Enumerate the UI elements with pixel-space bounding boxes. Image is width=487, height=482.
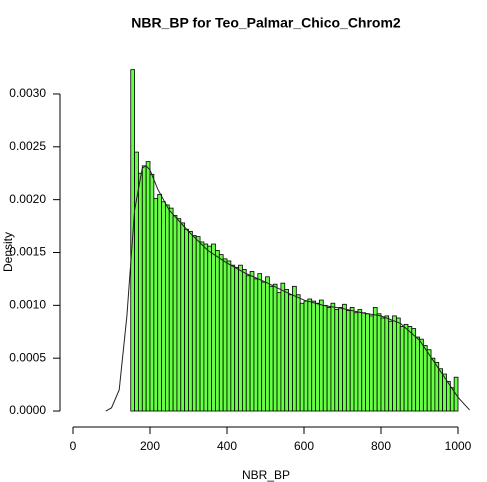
bar bbox=[172, 215, 178, 412]
bar bbox=[353, 312, 359, 412]
bar bbox=[430, 357, 436, 412]
bar bbox=[145, 161, 151, 412]
bar bbox=[153, 198, 159, 412]
bar bbox=[211, 243, 216, 412]
bar bbox=[372, 307, 378, 412]
bar bbox=[395, 317, 401, 412]
bar bbox=[203, 243, 209, 412]
bar bbox=[342, 303, 347, 412]
bar bbox=[188, 230, 193, 412]
bar bbox=[295, 294, 301, 412]
bar bbox=[338, 307, 343, 412]
bar bbox=[168, 207, 174, 412]
y-tick-label: 0.0020 bbox=[9, 192, 46, 206]
bar bbox=[307, 298, 313, 412]
bar bbox=[218, 254, 224, 412]
x-axis-label: NBR_BP bbox=[242, 468, 290, 482]
bar bbox=[284, 289, 289, 412]
bar bbox=[180, 222, 186, 412]
bar bbox=[422, 345, 428, 412]
bar bbox=[226, 260, 232, 412]
bar bbox=[392, 315, 397, 412]
bar bbox=[272, 283, 278, 412]
bar bbox=[149, 173, 155, 412]
bar bbox=[191, 235, 197, 412]
bar bbox=[315, 302, 320, 412]
bar bbox=[326, 307, 332, 412]
bar bbox=[195, 236, 201, 412]
bar bbox=[369, 315, 374, 412]
bar bbox=[388, 320, 393, 412]
chart-title: NBR_BP for Teo_Palmar_Chico_Chrom2 bbox=[131, 15, 401, 31]
bar bbox=[215, 249, 220, 412]
bar bbox=[199, 241, 205, 412]
bar bbox=[322, 304, 328, 412]
x-tick-label: 400 bbox=[217, 439, 237, 453]
density-curve bbox=[105, 165, 470, 412]
bar bbox=[265, 276, 270, 412]
bar bbox=[176, 218, 182, 412]
bar bbox=[157, 193, 162, 412]
bar bbox=[257, 273, 263, 412]
bar bbox=[411, 328, 417, 412]
bar bbox=[330, 302, 336, 412]
bar bbox=[434, 362, 440, 412]
bar bbox=[299, 302, 305, 412]
bar bbox=[311, 300, 316, 412]
bar bbox=[253, 278, 259, 412]
bar bbox=[438, 368, 443, 412]
bar bbox=[349, 307, 355, 412]
bar bbox=[222, 258, 228, 412]
bar bbox=[238, 264, 243, 412]
bar bbox=[241, 269, 247, 412]
y-axis-label: Density bbox=[1, 232, 15, 272]
y-tick-label: 0.0015 bbox=[9, 245, 46, 259]
bar bbox=[276, 292, 282, 412]
bar bbox=[407, 326, 413, 412]
y-tick-label: 0.0010 bbox=[9, 298, 46, 312]
bar bbox=[399, 326, 405, 412]
bar bbox=[403, 323, 409, 412]
bar bbox=[415, 336, 420, 412]
x-tick-label: 0 bbox=[70, 439, 77, 453]
bar bbox=[376, 313, 382, 412]
y-tick-label: 0.0005 bbox=[9, 350, 46, 364]
x-tick-label: 800 bbox=[371, 439, 391, 453]
bar bbox=[207, 245, 212, 412]
x-tick-label: 200 bbox=[140, 439, 160, 453]
bar bbox=[426, 349, 432, 412]
bar bbox=[261, 281, 266, 412]
y-tick-label: 0.0025 bbox=[9, 139, 46, 153]
bar bbox=[164, 204, 170, 412]
bar bbox=[288, 294, 293, 412]
bar bbox=[245, 275, 251, 412]
bar bbox=[249, 271, 255, 412]
bar bbox=[234, 266, 239, 412]
bar bbox=[365, 313, 370, 412]
bar bbox=[419, 338, 424, 412]
bar bbox=[161, 201, 166, 412]
bar bbox=[141, 165, 147, 412]
y-tick-label: 0.0030 bbox=[9, 86, 46, 100]
bar bbox=[380, 317, 386, 412]
bar bbox=[268, 285, 274, 412]
bar bbox=[280, 282, 286, 412]
bar bbox=[230, 264, 236, 412]
x-tick-label: 1000 bbox=[445, 439, 472, 453]
bar bbox=[138, 172, 143, 412]
bar bbox=[345, 310, 351, 412]
bar bbox=[303, 300, 309, 412]
bar bbox=[334, 309, 340, 412]
bar bbox=[184, 228, 189, 412]
bar bbox=[357, 309, 363, 412]
y-tick-label: 0.0000 bbox=[9, 403, 46, 417]
bar bbox=[318, 299, 324, 412]
bar bbox=[384, 315, 390, 412]
x-tick-label: 600 bbox=[294, 439, 314, 453]
bar bbox=[361, 312, 366, 412]
bar bbox=[292, 285, 297, 412]
